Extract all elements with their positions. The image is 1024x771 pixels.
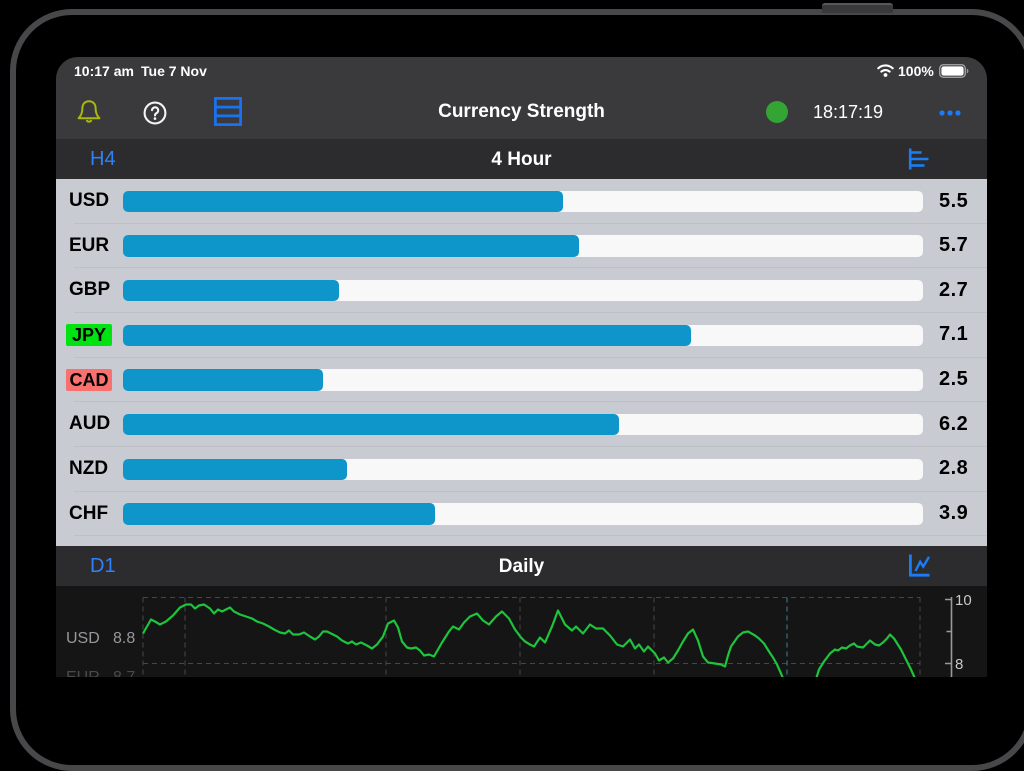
- svg-text:8.7: 8.7: [113, 669, 135, 677]
- svg-text:USD: USD: [66, 630, 100, 647]
- svg-text:10: 10: [955, 592, 972, 609]
- svg-text:8.8: 8.8: [113, 630, 135, 647]
- svg-text:EUR: EUR: [66, 669, 100, 677]
- svg-text:8: 8: [955, 656, 963, 673]
